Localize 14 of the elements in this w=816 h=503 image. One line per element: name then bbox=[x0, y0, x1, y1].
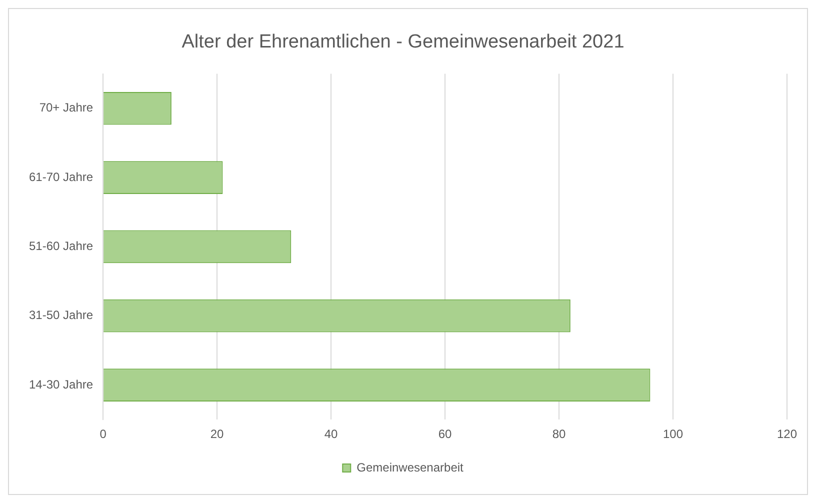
x-tick-label: 0 bbox=[100, 427, 107, 442]
x-tick-label: 60 bbox=[438, 427, 452, 442]
x-tick-label: 100 bbox=[662, 427, 684, 442]
y-tick-label: 14-30 Jahre bbox=[28, 377, 94, 392]
x-tick-label: 120 bbox=[776, 427, 798, 442]
legend-label: Gemeinwesenarbeit bbox=[356, 460, 464, 474]
y-tick-label: 31-50 Jahre bbox=[28, 308, 94, 322]
y-tick-label: 61-70 Jahre bbox=[28, 170, 94, 184]
x-tick-label: 40 bbox=[324, 427, 338, 442]
x-tick-label: 80 bbox=[552, 427, 566, 442]
x-tick-label: 20 bbox=[210, 427, 224, 442]
y-tick-label: 51-60 Jahre bbox=[28, 239, 94, 254]
y-tick-label: 70+ Jahre bbox=[39, 100, 94, 115]
chart-title: Alter der Ehrenamtlichen - Gemeinwesenarbeit 2021 bbox=[182, 32, 624, 53]
